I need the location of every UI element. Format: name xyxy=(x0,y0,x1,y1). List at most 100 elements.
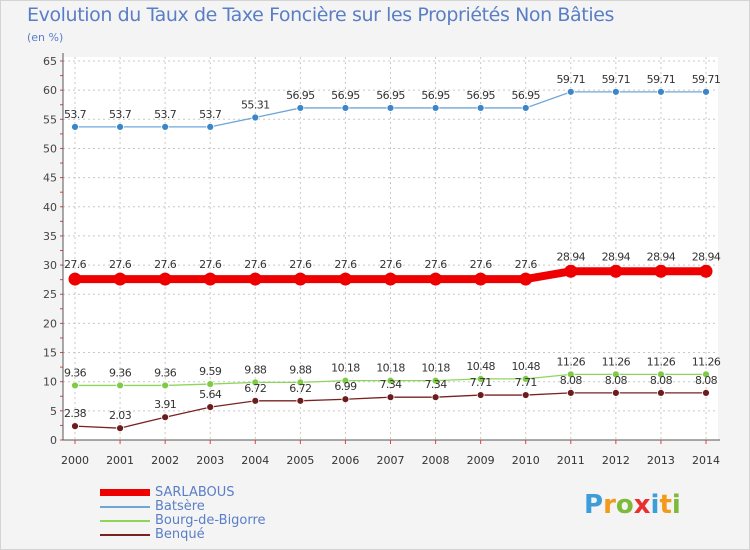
y-tick-label: 60 xyxy=(43,84,57,97)
data-label-sarlabous: 27.6 xyxy=(109,258,132,271)
data-label-benque: 5.64 xyxy=(199,388,222,401)
y-tick-label: 0 xyxy=(50,434,57,447)
logo-letter: P xyxy=(584,490,604,520)
data-point-bourg-de-bigorre xyxy=(657,370,665,379)
data-label-benque: 8.08 xyxy=(605,374,628,387)
data-label-bourg-de-bigorre: 10.18 xyxy=(421,362,450,375)
data-point-bourg-de-bigorre xyxy=(476,374,485,383)
proxiti-logo: Proxiti xyxy=(584,490,681,520)
data-label-benque: 8.08 xyxy=(650,374,673,387)
y-tick-label: 30 xyxy=(43,259,57,272)
data-point-sarlabous xyxy=(68,272,82,286)
data-point-bourg-de-bigorre xyxy=(206,380,215,388)
data-label-batsere: 56.95 xyxy=(376,89,405,102)
data-point-sarlabous xyxy=(158,272,172,286)
data-label-sarlabous: 27.6 xyxy=(425,258,448,271)
legend-label-batsere: Batsère xyxy=(155,499,205,514)
data-point-bourg-de-bigorre xyxy=(116,381,124,390)
data-point-batsere xyxy=(657,87,665,96)
y-tick-label: 35 xyxy=(43,230,57,243)
data-label-bourg-de-bigorre: 10.48 xyxy=(466,360,495,373)
data-point-bourg-de-bigorre xyxy=(702,370,710,379)
data-point-sarlabous xyxy=(429,272,443,286)
y-tick-label: 55 xyxy=(43,113,57,126)
data-point-benque xyxy=(251,396,260,405)
data-label-batsere: 59.71 xyxy=(692,73,721,86)
data-label-sarlabous: 28.94 xyxy=(602,250,631,263)
data-label-batsere: 59.71 xyxy=(647,73,676,86)
x-tick-label: 2000 xyxy=(61,454,89,467)
data-label-batsere: 56.95 xyxy=(511,89,540,102)
data-point-sarlabous xyxy=(474,272,488,286)
data-point-sarlabous xyxy=(519,272,533,286)
x-tick-label: 2007 xyxy=(377,454,405,467)
data-point-benque xyxy=(206,403,215,412)
data-label-bourg-de-bigorre: 11.26 xyxy=(692,355,721,368)
logo-letter: t xyxy=(659,490,672,520)
data-point-benque xyxy=(566,388,575,397)
data-label-benque: 6.99 xyxy=(334,380,357,393)
data-point-benque xyxy=(657,388,665,397)
x-tick-label: 2006 xyxy=(331,454,359,467)
data-label-sarlabous: 27.6 xyxy=(154,258,177,271)
data-point-batsere xyxy=(431,104,440,112)
data-label-sarlabous: 27.6 xyxy=(289,258,312,271)
data-label-benque: 7.71 xyxy=(515,376,537,389)
legend-swatch-benque xyxy=(100,534,150,536)
data-point-sarlabous xyxy=(654,264,668,278)
data-point-batsere xyxy=(521,104,530,112)
data-label-batsere: 59.71 xyxy=(557,73,586,86)
x-tick-label: 2010 xyxy=(512,454,540,467)
y-tick-label: 45 xyxy=(43,172,57,185)
data-label-batsere: 55.31 xyxy=(241,99,270,112)
data-label-sarlabous: 27.6 xyxy=(64,258,87,271)
data-point-batsere xyxy=(116,122,124,131)
data-label-batsere: 56.95 xyxy=(331,89,360,102)
data-point-batsere xyxy=(611,87,620,96)
x-tick-label: 2013 xyxy=(647,454,675,467)
data-label-sarlabous: 27.6 xyxy=(470,258,493,271)
legend-label-bourg-de-bigorre: Bourg-de-Bigorre xyxy=(155,513,266,528)
data-point-sarlabous xyxy=(338,272,352,286)
data-point-sarlabous xyxy=(609,264,623,278)
data-label-bourg-de-bigorre: 9.88 xyxy=(244,363,267,376)
chart-unit-label: (en %) xyxy=(27,31,64,44)
legend-label-sarlabous: SARLABOUS xyxy=(155,485,235,500)
data-point-benque xyxy=(386,393,395,402)
x-tick-label: 2008 xyxy=(422,454,450,467)
data-label-sarlabous: 27.6 xyxy=(199,258,222,271)
data-point-bourg-de-bigorre xyxy=(431,376,440,385)
data-point-sarlabous xyxy=(113,272,127,286)
x-tick-label: 2003 xyxy=(196,454,224,467)
data-point-sarlabous xyxy=(564,264,578,278)
data-label-bourg-de-bigorre: 9.36 xyxy=(154,366,177,379)
data-point-sarlabous xyxy=(248,272,262,286)
data-point-bourg-de-bigorre xyxy=(386,376,395,385)
data-point-sarlabous xyxy=(699,264,713,278)
x-tick-label: 2011 xyxy=(557,454,585,467)
data-label-benque: 8.08 xyxy=(560,374,583,387)
legend-swatch-batsere xyxy=(100,506,150,508)
data-label-benque: 6.72 xyxy=(289,382,311,395)
data-label-sarlabous: 28.94 xyxy=(647,250,676,263)
data-label-benque: 6.72 xyxy=(244,382,266,395)
y-tick-label: 15 xyxy=(43,347,57,360)
data-point-sarlabous xyxy=(203,272,217,286)
data-label-bourg-de-bigorre: 9.36 xyxy=(64,366,87,379)
data-label-batsere: 56.95 xyxy=(286,89,315,102)
data-point-benque xyxy=(431,393,440,402)
data-point-bourg-de-bigorre xyxy=(566,370,575,379)
x-tick-label: 2005 xyxy=(286,454,314,467)
x-tick-label: 2002 xyxy=(151,454,179,467)
x-tick-label: 2004 xyxy=(241,454,269,467)
data-point-bourg-de-bigorre xyxy=(521,374,530,383)
data-point-benque xyxy=(702,388,710,397)
logo-letter: r xyxy=(603,490,616,520)
data-label-batsere: 59.71 xyxy=(602,73,631,86)
data-point-batsere xyxy=(161,122,170,131)
data-point-bourg-de-bigorre xyxy=(161,381,170,390)
logo-letter: o xyxy=(615,490,634,520)
legend-label-benque: Benqué xyxy=(155,527,205,542)
data-label-benque: 3.91 xyxy=(154,398,176,411)
data-label-bourg-de-bigorre: 10.48 xyxy=(511,360,540,373)
